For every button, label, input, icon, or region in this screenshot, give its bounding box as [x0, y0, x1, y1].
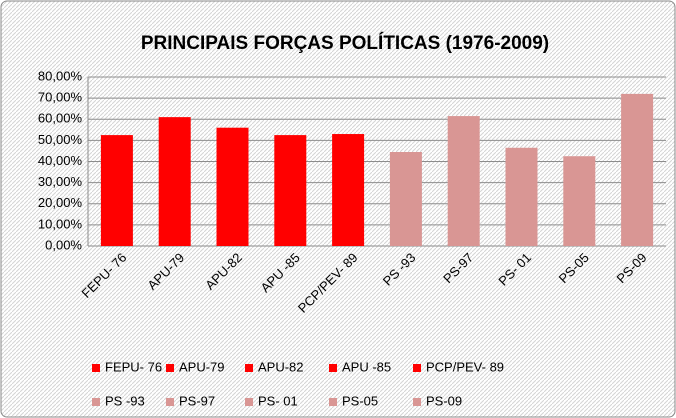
legend-swatch	[245, 364, 253, 372]
legend-swatch	[166, 364, 174, 372]
legend-label: APU -85	[342, 359, 391, 374]
legend-swatch	[413, 364, 421, 372]
legend-swatch	[166, 398, 174, 406]
bar	[621, 93, 654, 247]
y-tick-label: 30,00%	[38, 174, 83, 189]
legend-swatch	[245, 398, 253, 406]
y-tick-label: 80,00%	[38, 68, 83, 83]
y-tick-label: 20,00%	[38, 195, 83, 210]
bar	[389, 151, 422, 246]
legend-swatch	[329, 364, 337, 372]
legend-label: PS-09	[426, 393, 462, 408]
chart-title: PRINCIPAIS FORÇAS POLÍTICAS (1976-2009)	[141, 32, 549, 54]
y-tick-label: 0,00%	[45, 237, 82, 252]
y-tick-label: 50,00%	[38, 132, 83, 147]
bar	[505, 147, 538, 246]
bar	[274, 135, 307, 246]
legend-label: APU-79	[179, 359, 225, 374]
y-tick-label: 60,00%	[38, 111, 83, 126]
y-tick-label: 70,00%	[38, 90, 83, 105]
legend-label: FEPU- 76	[105, 359, 162, 374]
legend-label: PCP/PEV- 89	[426, 359, 504, 374]
bar	[563, 156, 596, 246]
y-tick-label: 10,00%	[38, 216, 83, 231]
legend-swatch	[413, 398, 421, 406]
bar	[216, 127, 249, 246]
legend-swatch	[92, 398, 100, 406]
legend-label: PS -93	[105, 393, 145, 408]
legend-label: PS-97	[179, 393, 215, 408]
legend-label: PS- 01	[258, 393, 298, 408]
bar	[332, 134, 365, 246]
bar	[447, 116, 480, 246]
y-tick-label: 40,00%	[38, 153, 83, 168]
legend-swatch	[329, 398, 337, 406]
legend-label: APU-82	[258, 359, 304, 374]
bar	[158, 117, 191, 246]
bar	[100, 135, 133, 246]
legend-label: PS-05	[342, 393, 378, 408]
legend-swatch	[92, 364, 100, 372]
